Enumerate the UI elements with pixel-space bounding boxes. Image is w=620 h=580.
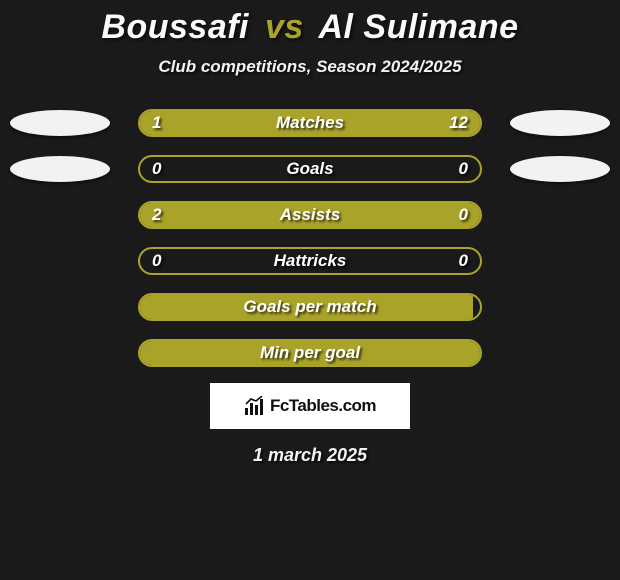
player-left-marker — [10, 156, 110, 182]
title-player2: Al Sulimane — [318, 8, 518, 46]
logo[interactable]: FcTables.com — [210, 383, 410, 429]
stat-value-left: 2 — [152, 203, 161, 227]
title-vs: vs — [265, 8, 304, 46]
stat-row: Assists2 0 — [0, 197, 620, 243]
stat-row: Matches1 12 — [0, 105, 620, 151]
stat-label: Min per goal — [140, 341, 480, 365]
player-left-marker — [10, 110, 110, 136]
stat-value-right: 0 — [459, 249, 468, 273]
stat-bar: Min per goal — [138, 339, 482, 367]
stat-bar: Goals0 0 — [138, 155, 482, 183]
stat-row: Goals0 0 — [0, 151, 620, 197]
stat-value-right: 0 — [459, 157, 468, 181]
stat-bar: Goals per match — [138, 293, 482, 321]
comparison-widget: Boussafi vs Al Sulimane Club competition… — [0, 0, 620, 580]
stat-label: Assists — [140, 203, 480, 227]
stat-value-left: 0 — [152, 157, 161, 181]
stat-row: Hattricks0 0 — [0, 243, 620, 289]
subtitle: Club competitions, Season 2024/2025 — [0, 57, 620, 77]
stat-label: Hattricks — [140, 249, 480, 273]
date-label: 1 march 2025 — [0, 445, 620, 466]
stat-bar: Assists2 0 — [138, 201, 482, 229]
title-player1: Boussafi — [101, 8, 249, 46]
stat-bar: Matches1 12 — [138, 109, 482, 137]
stat-value-right: 12 — [449, 111, 468, 135]
logo-text: FcTables.com — [270, 396, 376, 416]
stat-value-left: 1 — [152, 111, 161, 135]
stat-value-right: 0 — [459, 203, 468, 227]
stat-value-left: 0 — [152, 249, 161, 273]
stat-label: Goals per match — [140, 295, 480, 319]
barchart-icon — [244, 396, 266, 416]
title: Boussafi vs Al Sulimane — [0, 8, 620, 47]
player-right-marker — [510, 110, 610, 136]
stat-bar: Hattricks0 0 — [138, 247, 482, 275]
stat-rows: Matches112Goals00Assists20Hattricks00Goa… — [0, 105, 620, 381]
stat-label: Goals — [140, 157, 480, 181]
stat-row: Min per goal — [0, 335, 620, 381]
stat-label: Matches — [140, 111, 480, 135]
stat-row: Goals per match — [0, 289, 620, 335]
player-right-marker — [510, 156, 610, 182]
